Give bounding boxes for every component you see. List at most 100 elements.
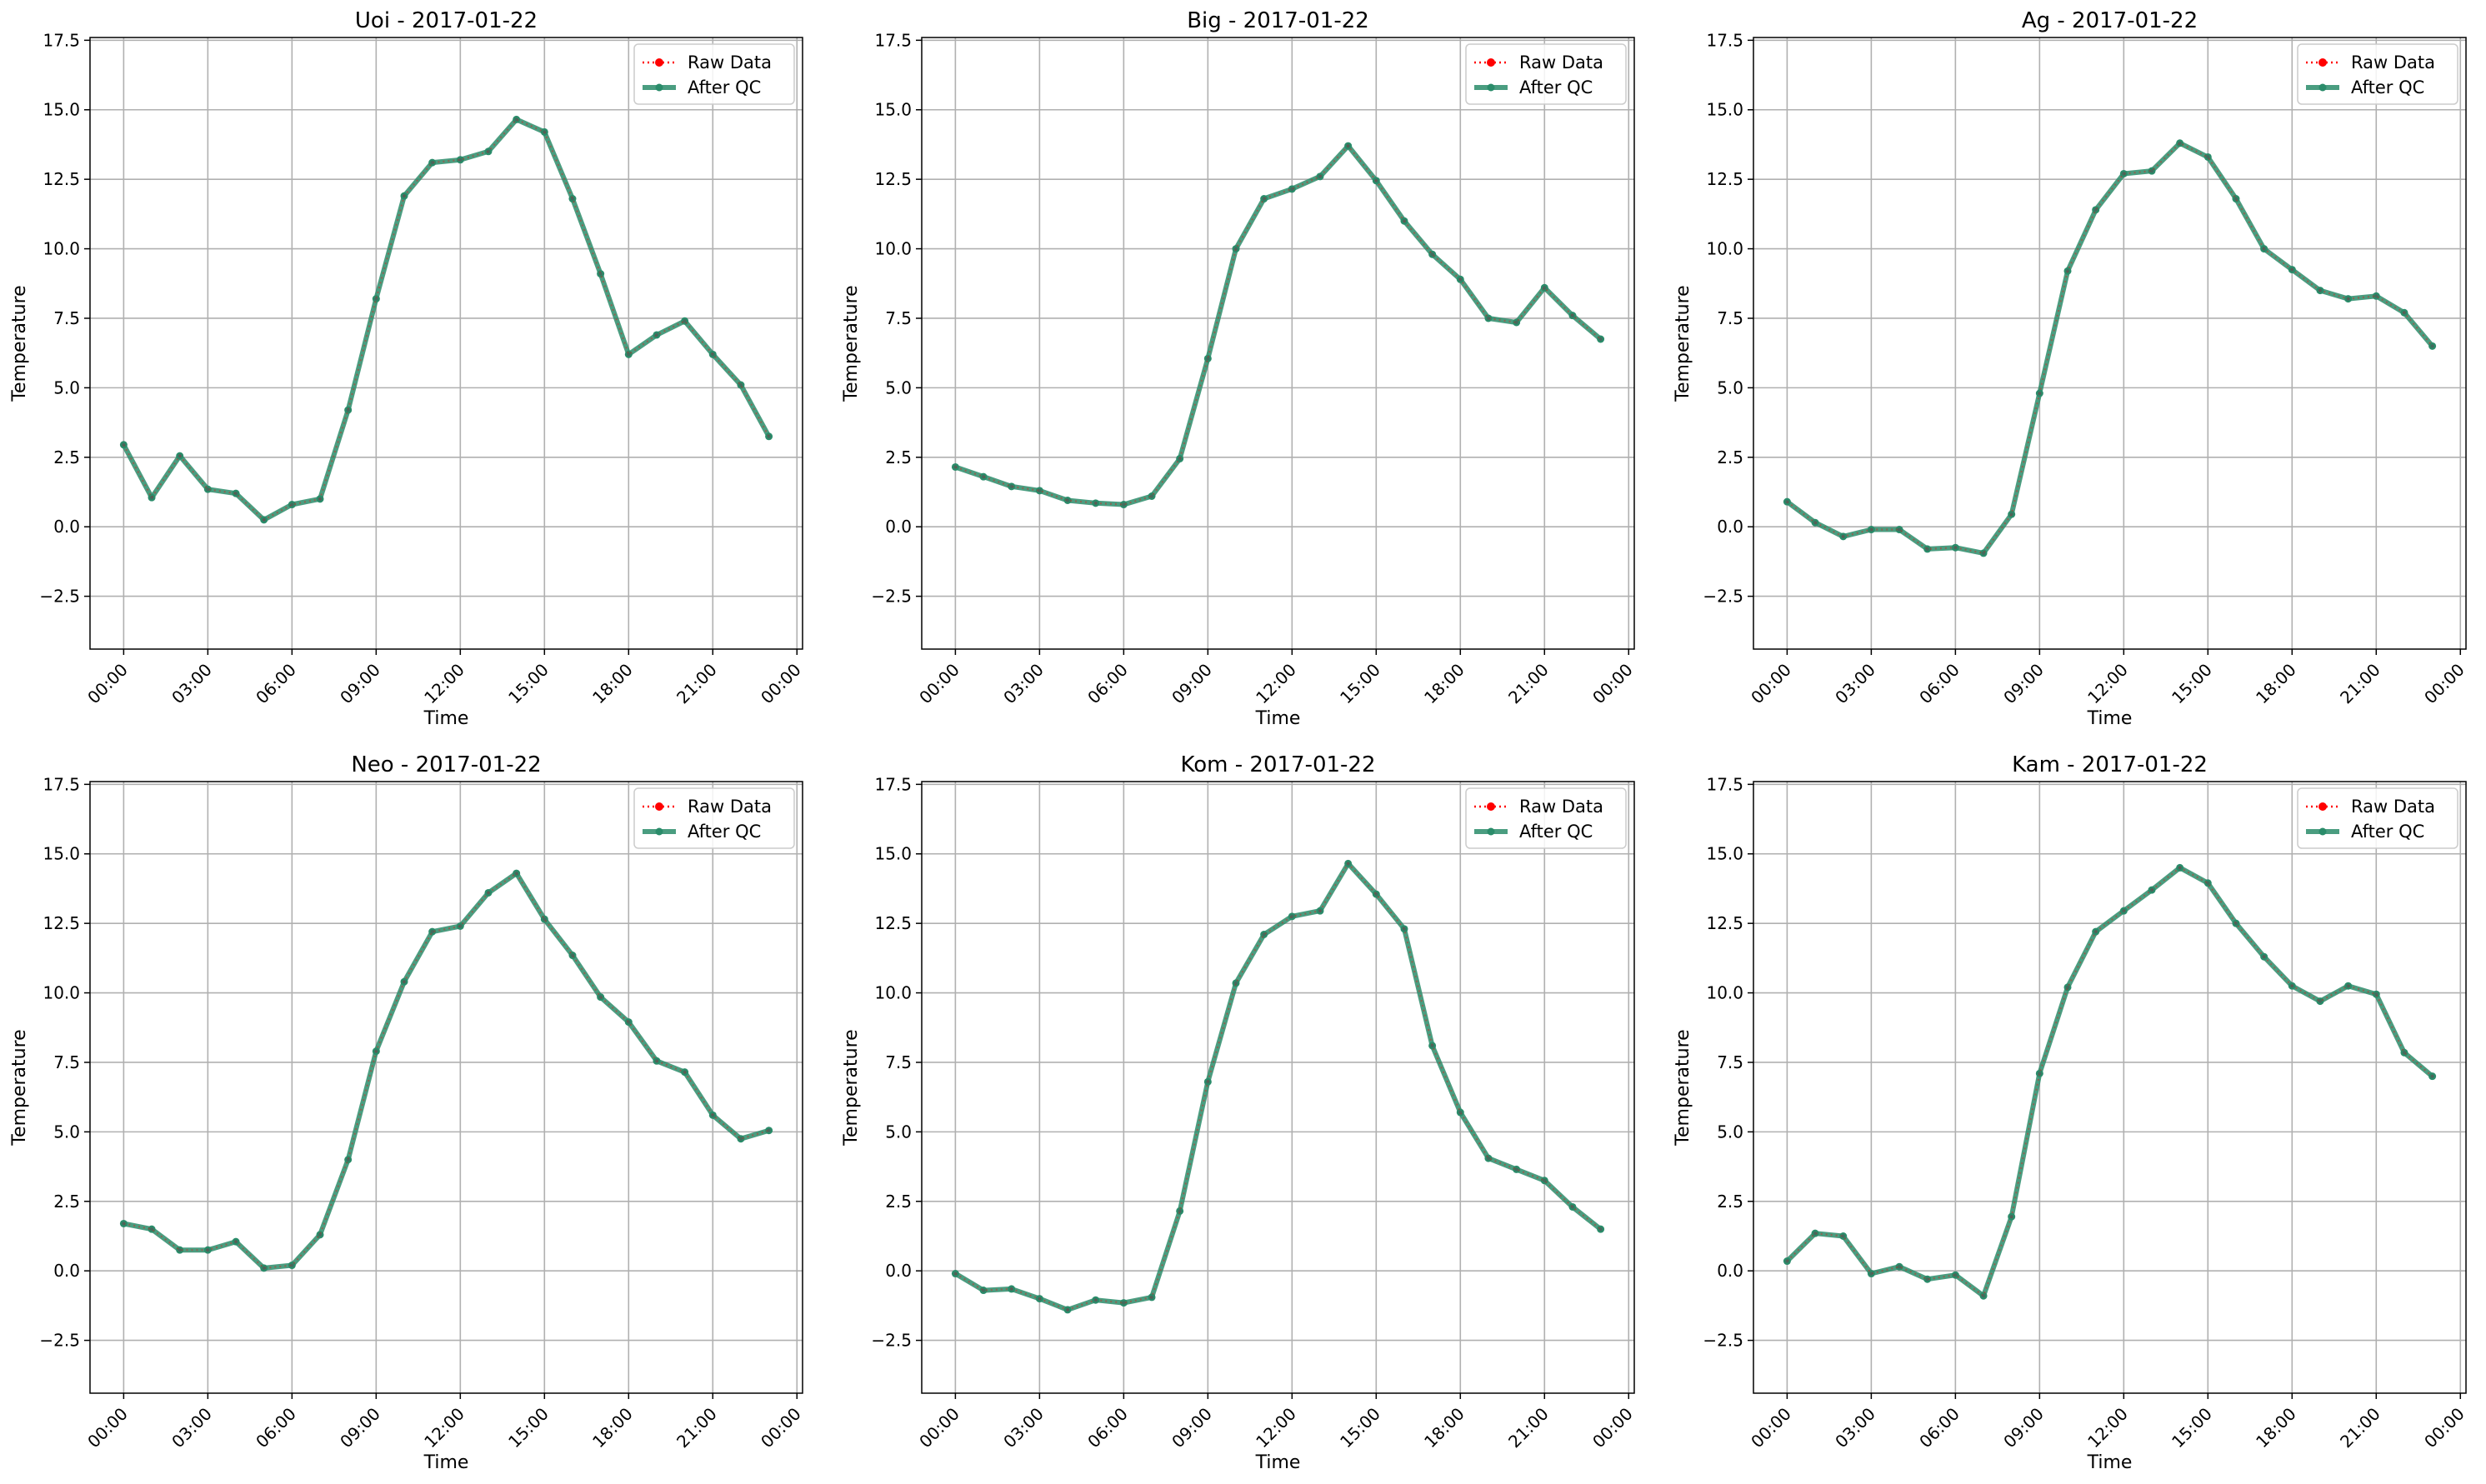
y-tick-label: 5.0 bbox=[885, 377, 912, 397]
y-tick-label: 17.5 bbox=[43, 30, 80, 50]
raw-data-point bbox=[1841, 534, 1845, 539]
raw-data-point bbox=[1346, 143, 1350, 148]
y-tick-label: 2.5 bbox=[1717, 447, 1743, 467]
y-tick-label: 2.5 bbox=[53, 1192, 80, 1212]
y-tick-label: 7.5 bbox=[53, 308, 80, 328]
legend: Raw Data After QC bbox=[633, 787, 795, 849]
raw-data-point bbox=[2233, 197, 2238, 201]
subplot-title: Neo - 2017-01-22 bbox=[351, 752, 541, 777]
raw-data-point bbox=[1233, 981, 1238, 986]
x-tick-label: 15:00 bbox=[504, 660, 553, 708]
plot-area bbox=[1753, 37, 2466, 649]
y-tick-label: 0.0 bbox=[1717, 517, 1743, 537]
raw-data-point bbox=[206, 487, 210, 492]
y-tick-label: 10.0 bbox=[874, 239, 912, 259]
legend-marker-after-qc bbox=[1487, 83, 1495, 92]
x-tick-label: 00:00 bbox=[1747, 1404, 1795, 1452]
subplot-title: Ag - 2017-01-22 bbox=[2022, 8, 2198, 33]
raw-data-point bbox=[1953, 546, 1958, 550]
y-tick-label: 15.0 bbox=[1706, 100, 1743, 120]
legend: Raw Data After QC bbox=[2297, 43, 2458, 105]
raw-data-point bbox=[2346, 984, 2350, 988]
x-tick-label: 18:00 bbox=[1420, 1404, 1468, 1452]
raw-data-point bbox=[683, 319, 687, 323]
x-tick-label: 21:00 bbox=[1504, 1404, 1553, 1452]
y-tick-label: 12.5 bbox=[874, 169, 912, 189]
raw-data-point bbox=[654, 1059, 659, 1063]
axes-frame bbox=[1753, 37, 2467, 650]
raw-data-point bbox=[2178, 866, 2182, 870]
raw-data-point bbox=[122, 1222, 126, 1226]
raw-data-point bbox=[738, 382, 743, 387]
y-tick-label: −2.5 bbox=[1703, 1331, 1743, 1351]
legend: Raw Data After QC bbox=[2297, 787, 2458, 849]
raw-data-point bbox=[1290, 187, 1294, 192]
y-tick-label: 0.0 bbox=[53, 517, 80, 537]
raw-data-point bbox=[2122, 908, 2126, 913]
raw-data-point bbox=[1486, 316, 1491, 321]
legend-marker-after-qc bbox=[655, 83, 663, 92]
x-tick-label: 09:00 bbox=[1168, 1404, 1216, 1452]
x-tick-label: 21:00 bbox=[2336, 1404, 2384, 1452]
raw-data-point bbox=[2290, 267, 2294, 272]
raw-data-point bbox=[1869, 527, 1873, 532]
y-tick-label: 12.5 bbox=[874, 913, 912, 933]
x-tick-label: 06:00 bbox=[252, 1404, 300, 1452]
raw-data-point bbox=[1543, 286, 1547, 290]
subplot-title: Kom - 2017-01-22 bbox=[1181, 752, 1376, 777]
raw-data-point bbox=[1233, 247, 1238, 251]
raw-data-point bbox=[1262, 197, 1266, 201]
raw-data-point bbox=[1402, 927, 1407, 932]
plot-area bbox=[90, 37, 803, 649]
raw-data-point bbox=[1402, 219, 1407, 223]
raw-data-point bbox=[2149, 887, 2154, 892]
raw-data-point bbox=[1009, 1287, 1013, 1292]
x-tick-label: 00:00 bbox=[2420, 660, 2468, 708]
y-tick-label: 10.0 bbox=[43, 239, 80, 259]
raw-data-point bbox=[1598, 337, 1603, 342]
raw-data-point bbox=[2374, 294, 2378, 298]
legend-label-raw-data: Raw Data bbox=[688, 52, 772, 72]
x-axis-label: Time bbox=[423, 1452, 469, 1473]
raw-data-point bbox=[1841, 1234, 1845, 1238]
x-tick-label: 03:00 bbox=[1831, 1404, 1879, 1452]
series-line-after-qc bbox=[121, 117, 772, 522]
raw-data-point bbox=[711, 1113, 715, 1117]
plot-area bbox=[922, 37, 1634, 649]
legend-label-after-qc: After QC bbox=[2351, 77, 2424, 97]
raw-data-point bbox=[1430, 252, 1434, 257]
legend-label-after-qc: After QC bbox=[2351, 822, 2424, 842]
y-tick-label: 7.5 bbox=[1717, 308, 1743, 328]
raw-data-point bbox=[1149, 494, 1154, 498]
raw-data-point bbox=[1093, 501, 1098, 506]
legend-marker-raw-data bbox=[1487, 58, 1495, 67]
raw-data-point bbox=[1514, 320, 1518, 325]
raw-data-point bbox=[2430, 344, 2434, 348]
y-tick-label: 10.0 bbox=[1706, 983, 1743, 1003]
raw-data-point bbox=[290, 502, 294, 507]
raw-data-point bbox=[738, 1137, 743, 1141]
raw-data-point bbox=[149, 1227, 154, 1232]
raw-data-point bbox=[627, 352, 631, 357]
y-tick-label: 15.0 bbox=[874, 844, 912, 864]
raw-data-point bbox=[2149, 168, 2154, 173]
y-tick-label: 15.0 bbox=[43, 844, 80, 864]
raw-data-point bbox=[2318, 999, 2323, 1003]
y-tick-label: 2.5 bbox=[53, 447, 80, 467]
raw-data-point bbox=[1570, 313, 1575, 317]
raw-data-point bbox=[1149, 1295, 1154, 1300]
y-axis-label: Temperature bbox=[9, 1029, 30, 1146]
x-tick-label: 18:00 bbox=[588, 1404, 637, 1452]
y-tick-label: 15.0 bbox=[43, 100, 80, 120]
raw-data-point bbox=[178, 1247, 182, 1252]
x-axis-label: Time bbox=[2087, 708, 2133, 729]
raw-data-point bbox=[1813, 1231, 1818, 1236]
raw-data-point bbox=[2038, 391, 2042, 396]
raw-data-point bbox=[1178, 1209, 1182, 1213]
raw-data-point bbox=[1458, 1110, 1463, 1115]
raw-data-point bbox=[570, 953, 575, 957]
legend: Raw Data After QC bbox=[1465, 787, 1627, 849]
legend-marker-after-qc bbox=[2318, 83, 2327, 92]
raw-data-point bbox=[1262, 932, 1266, 937]
x-tick-label: 00:00 bbox=[83, 1404, 132, 1452]
